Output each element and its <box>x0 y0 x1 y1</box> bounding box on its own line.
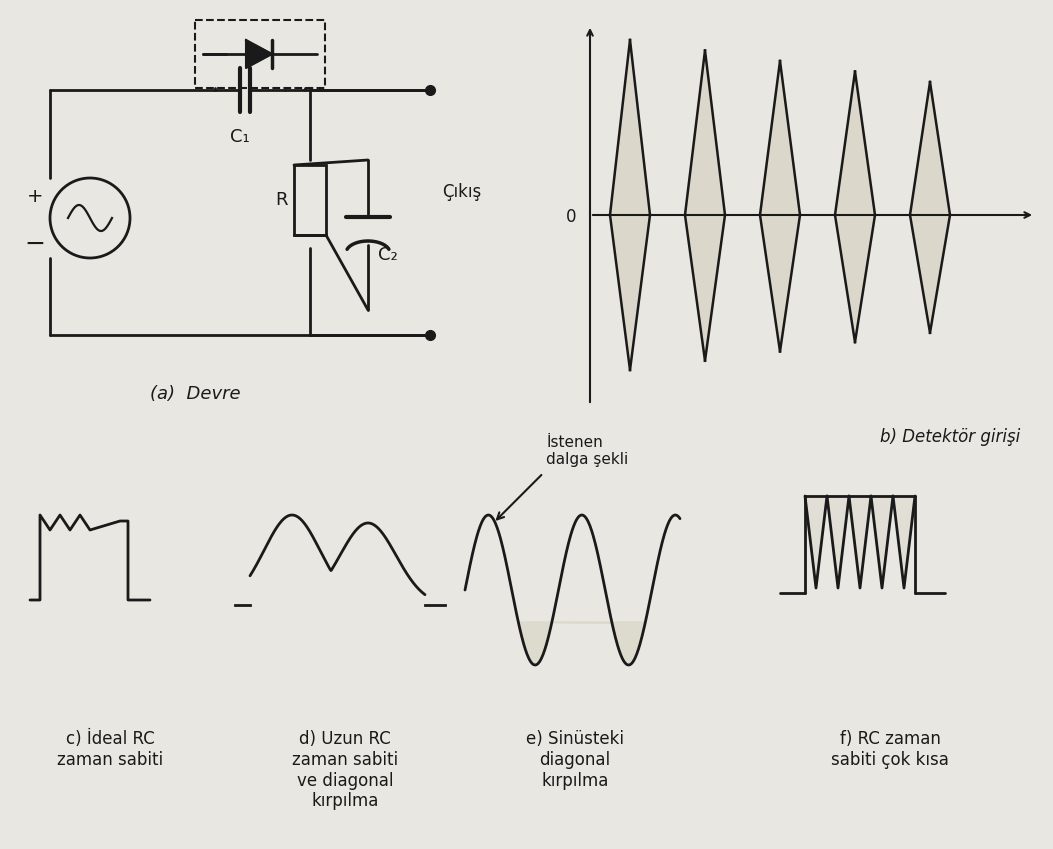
Polygon shape <box>686 50 726 215</box>
Text: C₂: C₂ <box>378 246 398 264</box>
Polygon shape <box>610 40 650 215</box>
Text: b) Detektör girişi: b) Detektör girişi <box>880 428 1020 446</box>
Polygon shape <box>849 496 871 588</box>
Polygon shape <box>893 496 915 588</box>
Text: İstenen
dalga şekli: İstenen dalga şekli <box>547 435 629 467</box>
Polygon shape <box>518 622 645 665</box>
Polygon shape <box>835 215 875 342</box>
Text: C₁: C₁ <box>231 128 250 146</box>
Polygon shape <box>760 215 800 351</box>
Polygon shape <box>910 215 950 333</box>
Text: e) Sinüsteki
diagonal
kırpılma: e) Sinüsteki diagonal kırpılma <box>526 730 624 790</box>
Polygon shape <box>910 82 950 215</box>
Polygon shape <box>610 215 650 370</box>
Bar <box>294 165 326 235</box>
Text: +: + <box>26 187 43 205</box>
Text: 0: 0 <box>565 208 576 226</box>
Text: (a)  Devre: (a) Devre <box>150 385 240 403</box>
Polygon shape <box>246 40 272 68</box>
Polygon shape <box>871 496 893 588</box>
Polygon shape <box>804 496 827 588</box>
Text: Çıkış: Çıkış <box>442 183 481 201</box>
Text: R: R <box>276 191 289 209</box>
Polygon shape <box>686 215 726 361</box>
Polygon shape <box>827 496 849 588</box>
Polygon shape <box>835 71 875 215</box>
Text: −: − <box>24 232 45 256</box>
Polygon shape <box>760 61 800 215</box>
Text: f) RC zaman
sabiti çok kısa: f) RC zaman sabiti çok kısa <box>831 730 949 769</box>
Text: d) Uzun RC
zaman sabiti
ve diagonal
kırpılma: d) Uzun RC zaman sabiti ve diagonal kırp… <box>292 730 398 811</box>
Text: c) İdeal RC
zaman sabiti: c) İdeal RC zaman sabiti <box>57 730 163 769</box>
